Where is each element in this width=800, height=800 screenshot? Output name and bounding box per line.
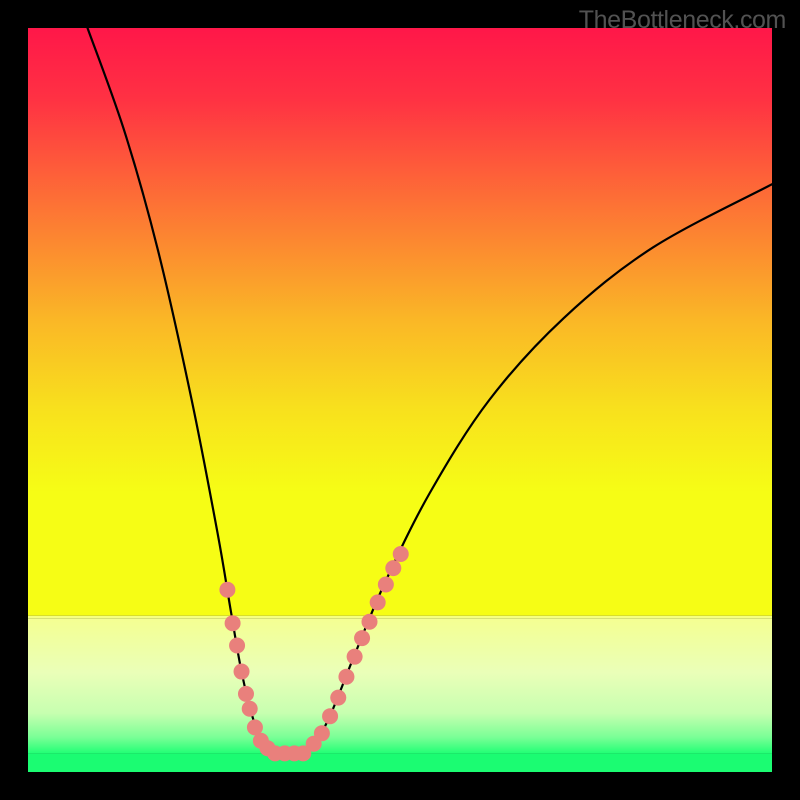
data-dot	[314, 725, 330, 741]
data-dot	[229, 638, 245, 654]
data-dot	[354, 630, 370, 646]
data-dot	[322, 708, 338, 724]
data-dot	[385, 560, 401, 576]
gradient-band	[28, 619, 772, 754]
watermark-label: TheBottleneck.com	[579, 6, 786, 35]
data-dot	[225, 615, 241, 631]
data-dot	[370, 594, 386, 610]
data-dot	[393, 546, 409, 562]
gradient-background	[28, 28, 772, 616]
data-dot	[242, 701, 258, 717]
data-dot	[347, 649, 363, 665]
green-strip	[28, 753, 772, 772]
data-dot	[362, 614, 378, 630]
band-divider	[28, 616, 772, 619]
data-dot	[234, 664, 250, 680]
data-dot	[338, 669, 354, 685]
chart-svg	[28, 28, 772, 772]
data-dot	[378, 577, 394, 593]
data-dot	[330, 690, 346, 706]
data-dot	[219, 582, 235, 598]
data-dot	[238, 686, 254, 702]
plot-frame	[28, 28, 772, 772]
